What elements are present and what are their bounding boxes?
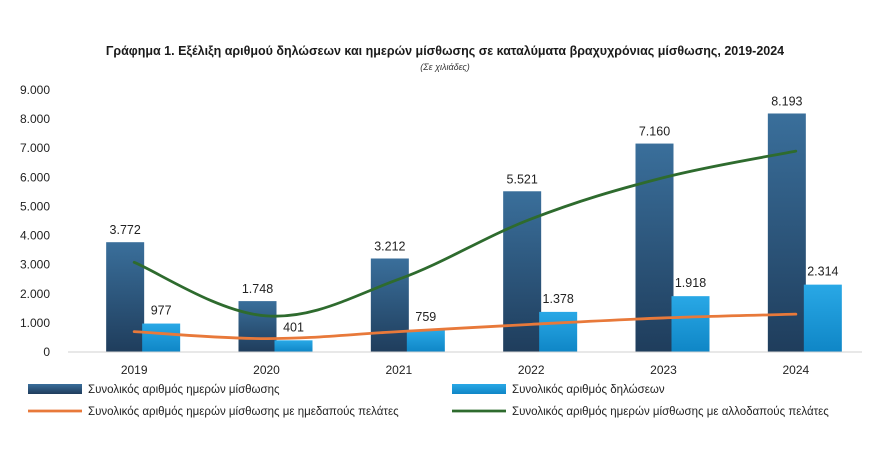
bar-total-declarations — [274, 340, 313, 352]
legend-swatch — [452, 384, 506, 394]
legend-item-domestic-rental-days: Συνολικός αριθμός ημερών μίσθωσης με ημε… — [28, 406, 399, 418]
x-tick-label: 2019 — [121, 363, 148, 377]
line-domestic-rental-days — [132, 312, 798, 341]
bar-total-rental-days — [767, 113, 806, 352]
data-label-total-rental-days: 7.160 — [639, 125, 670, 139]
data-labels-layer: 3.772 977 1.748 401 3.212 759 5.521 1.378 7.160 1… — [110, 94, 839, 334]
data-label-total-rental-days: 3.772 — [110, 223, 141, 237]
bar-total-rental-days — [370, 258, 409, 352]
line-foreign-rental-days — [132, 149, 798, 318]
legend-label: Συνολικός αριθμός ημερών μίσθωσης — [88, 384, 280, 396]
data-label-total-declarations: 1.918 — [675, 276, 706, 290]
bar-total-rental-days — [503, 191, 542, 352]
data-label-total-rental-days: 1.748 — [242, 282, 273, 296]
y-axis: 0 1.000 2.000 3.000 4.000 5.000 6.000 7.000 8.00… — [20, 83, 50, 359]
bar-total-rental-days — [106, 242, 145, 352]
bar-total-declarations — [803, 284, 842, 352]
data-label-total-rental-days: 8.193 — [771, 94, 802, 108]
x-tick-label: 2024 — [782, 363, 809, 377]
y-tick-label: 8.000 — [20, 112, 50, 126]
x-tick-label: 2023 — [650, 363, 677, 377]
legend-item-total-declarations: Συνολικός αριθμός δηλώσεων — [452, 384, 665, 396]
bar-total-declarations — [671, 296, 710, 352]
legend-label: Συνολικός αριθμός ημερών μίσθωσης με ημε… — [88, 406, 399, 418]
legend-item-foreign-rental-days: Συνολικός αριθμός ημερών μίσθωσης με αλλ… — [452, 406, 829, 418]
data-label-total-declarations: 759 — [415, 310, 436, 324]
y-tick-label: 1.000 — [20, 316, 50, 330]
bar-total-declarations — [539, 311, 578, 352]
data-label-total-rental-days: 3.212 — [374, 239, 405, 253]
data-label-total-declarations: 2.314 — [807, 265, 838, 279]
legend-label: Συνολικός αριθμός ημερών μίσθωσης με αλλ… — [512, 406, 829, 418]
legend: Συνολικός αριθμός ημερών μίσθωσης Συνολικ… — [28, 384, 829, 418]
x-tick-label: 2020 — [253, 363, 280, 377]
data-label-total-rental-days: 5.521 — [507, 172, 538, 186]
legend-swatch — [28, 384, 82, 394]
y-tick-label: 2.000 — [20, 287, 50, 301]
legend-label: Συνολικός αριθμός δηλώσεων — [512, 384, 665, 396]
y-tick-label: 0 — [43, 345, 50, 359]
chart-subtitle: (Σε χιλιάδες) — [420, 62, 469, 72]
data-label-total-declarations: 401 — [283, 320, 304, 334]
y-tick-label: 7.000 — [20, 141, 50, 155]
data-label-total-declarations: 1.378 — [543, 292, 574, 306]
legend-item-total-rental-days: Συνολικός αριθμός ημερών μίσθωσης — [28, 384, 280, 396]
bar-total-rental-days — [238, 301, 277, 352]
y-tick-label: 5.000 — [20, 199, 50, 213]
y-tick-label: 4.000 — [20, 229, 50, 243]
x-axis: 2019 2020 2021 2022 2023 2024 — [121, 363, 810, 377]
bar-total-rental-days — [635, 143, 674, 352]
bar-total-declarations — [406, 329, 445, 352]
bar-total-declarations — [142, 323, 181, 352]
x-tick-label: 2022 — [518, 363, 545, 377]
y-tick-label: 6.000 — [20, 170, 50, 184]
data-label-total-declarations: 977 — [151, 304, 172, 318]
x-tick-label: 2021 — [385, 363, 412, 377]
lines-layer — [132, 149, 798, 341]
chart-title: Γράφημα 1. Εξέλιξη αριθμού δηλώσεων και … — [106, 44, 784, 58]
y-tick-label: 3.000 — [20, 258, 50, 272]
y-tick-label: 9.000 — [20, 83, 50, 97]
